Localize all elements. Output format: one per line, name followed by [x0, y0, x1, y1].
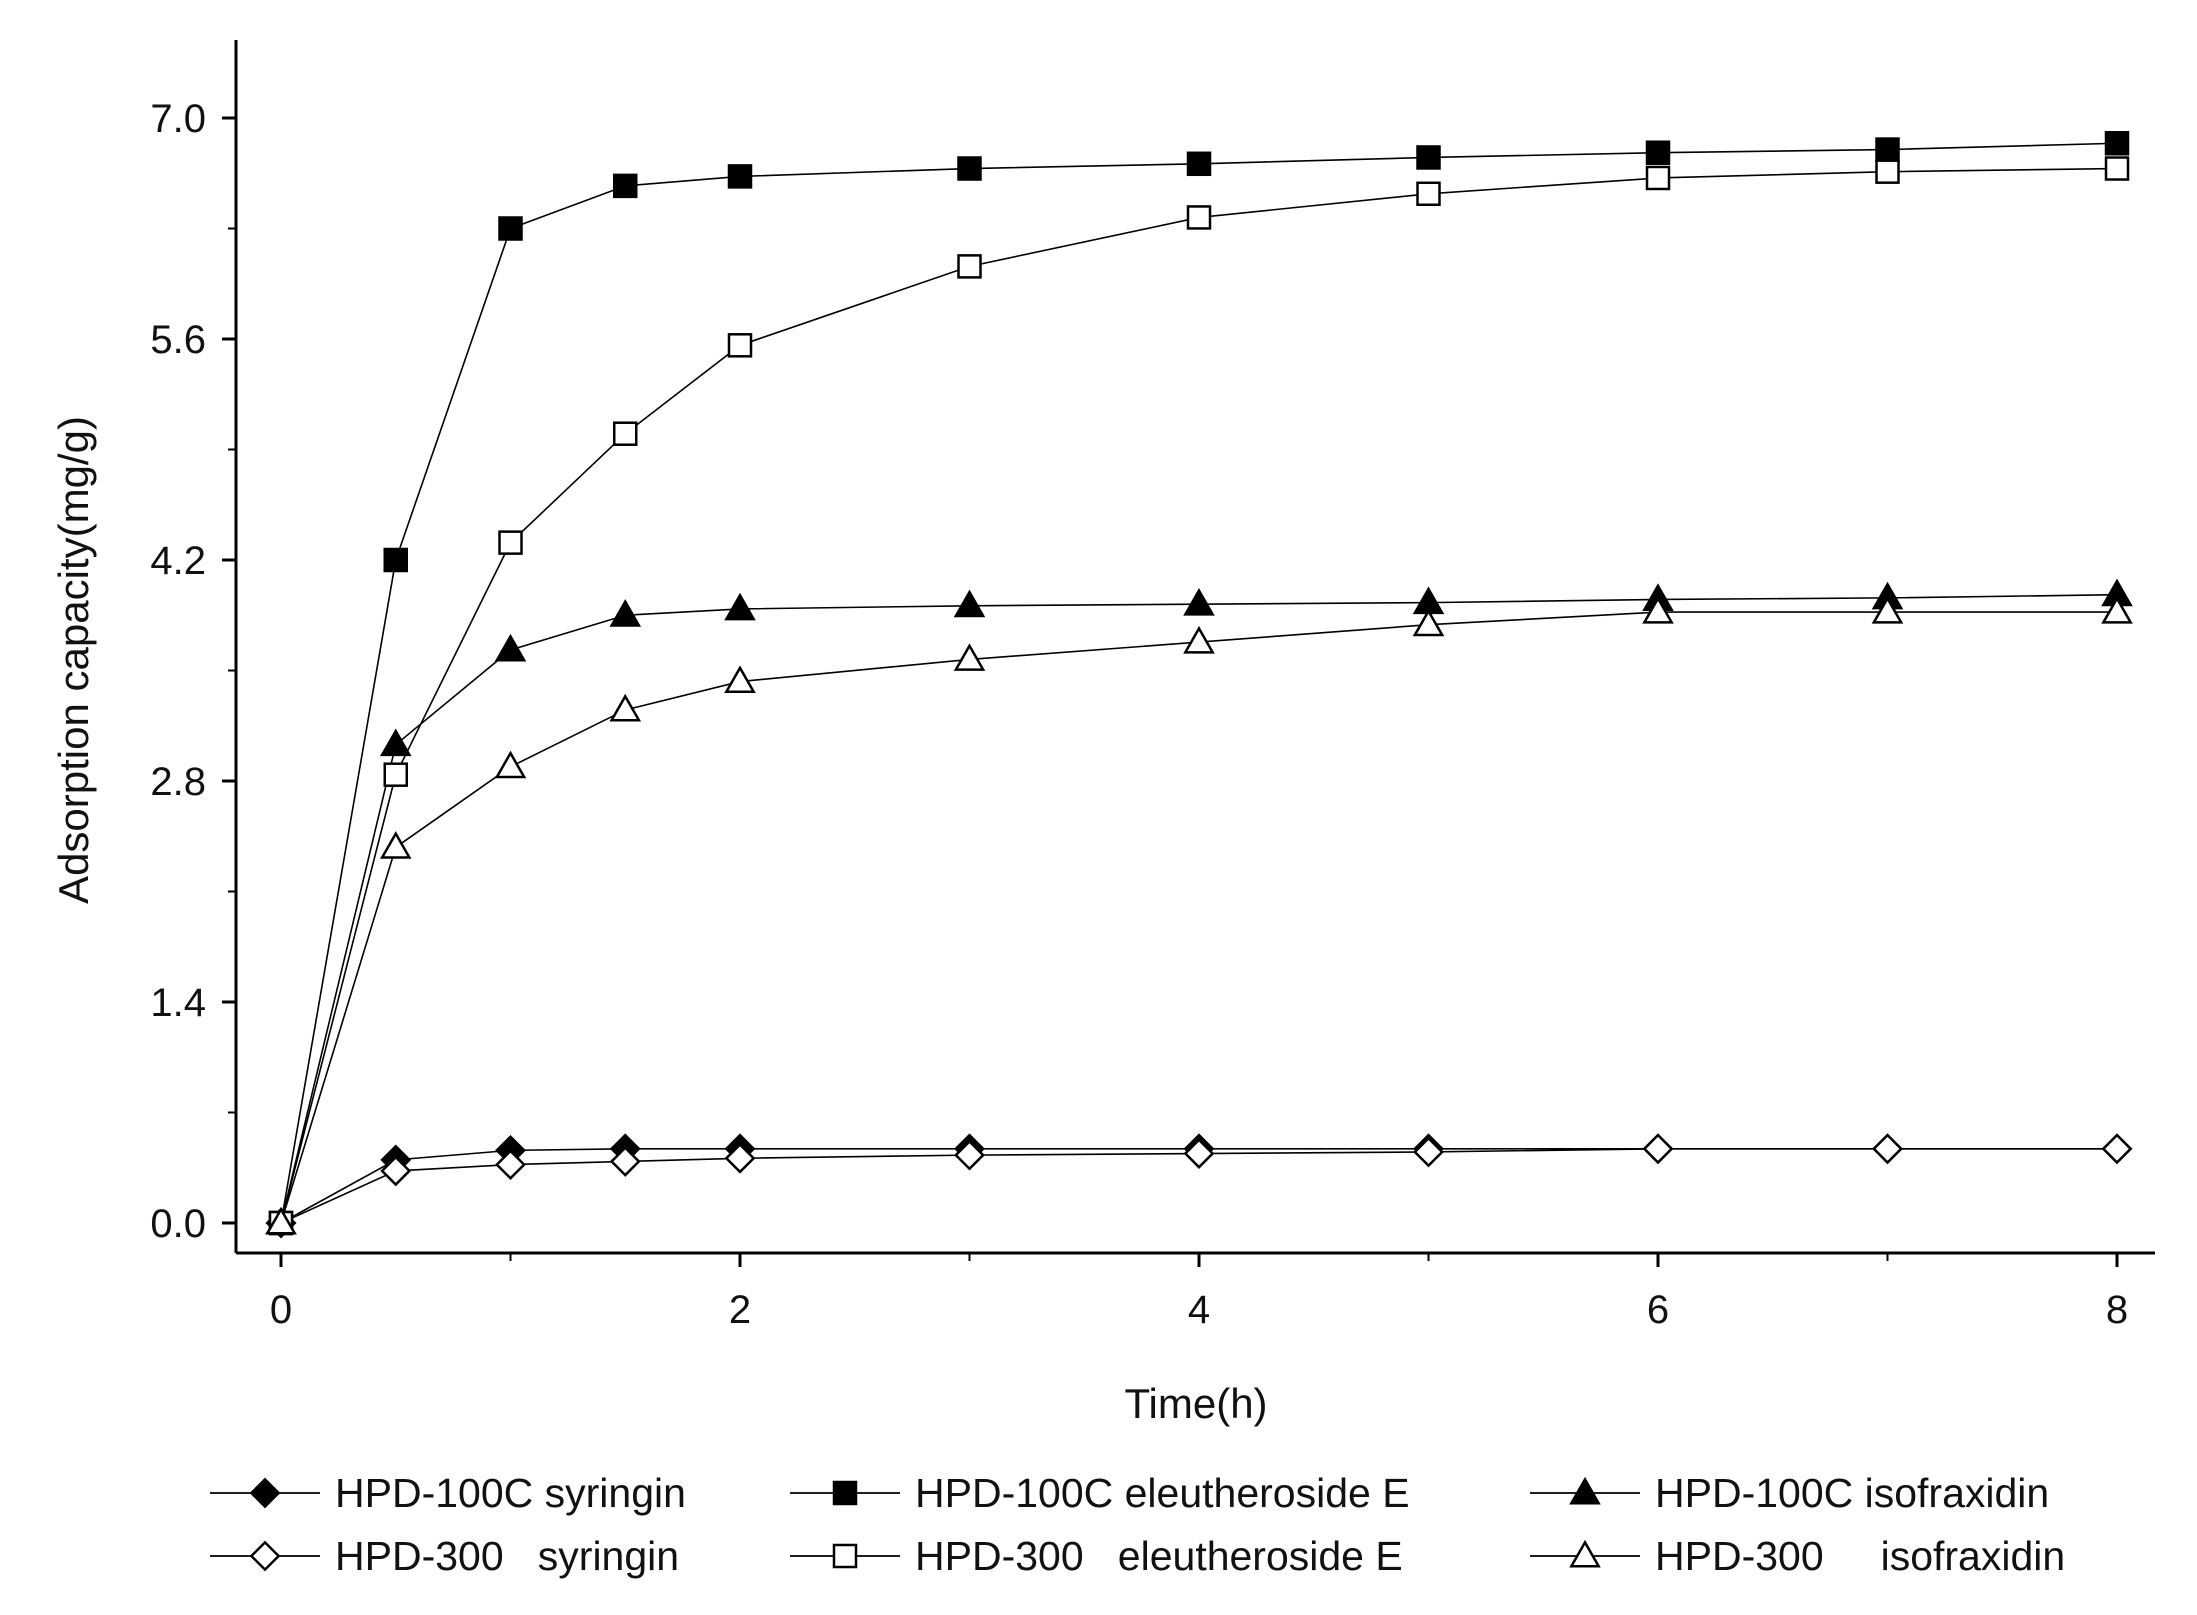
data-point: [1872, 1133, 1903, 1165]
legend-label: HPD-300 eleutheroside E: [915, 1533, 1403, 1579]
data-point: [613, 421, 638, 446]
data-point: [724, 592, 756, 621]
legend-item: HPD-300 isofraxidin: [1530, 1533, 2065, 1579]
series-layer: [265, 131, 2133, 1239]
data-point: [2101, 595, 2133, 624]
data-point: [1416, 181, 1441, 207]
data-point: [953, 589, 986, 618]
data-point: [1186, 205, 1212, 230]
data-point: [1183, 1138, 1215, 1169]
data-point: [1416, 145, 1441, 170]
legend-label: HPD-100C isofraxidin: [1655, 1470, 2049, 1516]
y-ticks: 0.0 1.4 2.8 4.2 5.6 7.0: [150, 97, 236, 1246]
data-point: [1412, 608, 1445, 637]
data-point: [1183, 588, 1215, 616]
data-point: [953, 643, 986, 671]
legend-item: HPD-100C eleutheroside E: [790, 1470, 1410, 1516]
data-point: [1183, 625, 1215, 654]
data-point: [727, 164, 753, 189]
data-point: [724, 1142, 756, 1174]
legend-marker: [832, 1480, 858, 1506]
data-point: [1645, 140, 1671, 165]
data-point: [1871, 595, 1904, 624]
data-point: [2101, 1133, 2133, 1165]
data-point: [1875, 137, 1900, 162]
legend: HPD-100C syringin HPD-100C eleutheroside …: [210, 1470, 2065, 1579]
data-point: [494, 750, 527, 779]
data-point: [609, 693, 642, 722]
x-tick-label: 4: [1188, 1288, 1210, 1332]
data-point: [609, 599, 642, 627]
data-point: [724, 665, 756, 694]
legend-item: HPD-100C syringin: [210, 1470, 686, 1516]
data-point: [498, 216, 523, 241]
data-point: [495, 1149, 526, 1181]
y-tick-label: 2.8: [150, 760, 206, 804]
data-point: [380, 1155, 412, 1187]
x-tick-label: 2: [729, 1288, 751, 1332]
legend-marker: [1569, 1476, 1601, 1505]
legend-label: HPD-100C syringin: [335, 1470, 686, 1516]
x-tick-label: 8: [2106, 1288, 2128, 1332]
data-point: [1642, 595, 1674, 624]
data-point: [609, 1146, 641, 1177]
series-6: [265, 595, 2133, 1235]
data-point: [383, 762, 408, 787]
legend-label: HPD-300 syringin: [335, 1533, 679, 1579]
x-ticks: 0 2 4 6 8: [270, 1253, 2128, 1332]
data-point: [613, 173, 638, 199]
y-tick-label: 7.0: [150, 97, 206, 141]
data-point: [494, 633, 527, 662]
data-point: [727, 333, 753, 358]
data-point: [383, 547, 408, 573]
data-point: [379, 728, 412, 757]
x-tick-label: 0: [270, 1288, 292, 1332]
legend-marker: [249, 1477, 281, 1509]
legend-label: HPD-300 isofraxidin: [1655, 1533, 2065, 1579]
legend-marker: [832, 1543, 858, 1569]
data-point: [1413, 1136, 1444, 1168]
y-tick-label: 4.2: [150, 539, 206, 583]
data-point: [957, 254, 982, 279]
data-point: [379, 831, 412, 859]
data-point: [1642, 1133, 1674, 1165]
y-axis-title: Adsorption capacity(mg/g): [50, 416, 97, 904]
data-point: [1645, 165, 1671, 191]
data-point: [1875, 159, 1900, 184]
x-tick-label: 6: [1647, 1288, 1669, 1332]
data-point: [954, 1139, 985, 1171]
legend-marker: [249, 1540, 281, 1572]
data-point: [2104, 156, 2130, 181]
legend-item: HPD-100C isofraxidin: [1530, 1470, 2049, 1516]
axes: [234, 40, 2155, 1255]
data-point: [957, 156, 982, 181]
data-point: [498, 530, 523, 555]
y-tick-label: 5.6: [150, 318, 206, 362]
series-2: [268, 131, 2130, 1236]
x-axis-title: Time(h): [1124, 1380, 1267, 1427]
data-point: [265, 1206, 297, 1235]
data-point: [2104, 131, 2130, 156]
y-tick-label: 0.0: [150, 1202, 206, 1246]
legend-item: HPD-300 eleutheroside E: [790, 1533, 1403, 1579]
legend-marker: [1569, 1539, 1601, 1568]
legend-label: HPD-100C eleutheroside E: [915, 1470, 1410, 1516]
data-point: [1186, 151, 1212, 177]
y-tick-label: 1.4: [150, 981, 206, 1025]
legend-item: HPD-300 syringin: [210, 1533, 679, 1579]
